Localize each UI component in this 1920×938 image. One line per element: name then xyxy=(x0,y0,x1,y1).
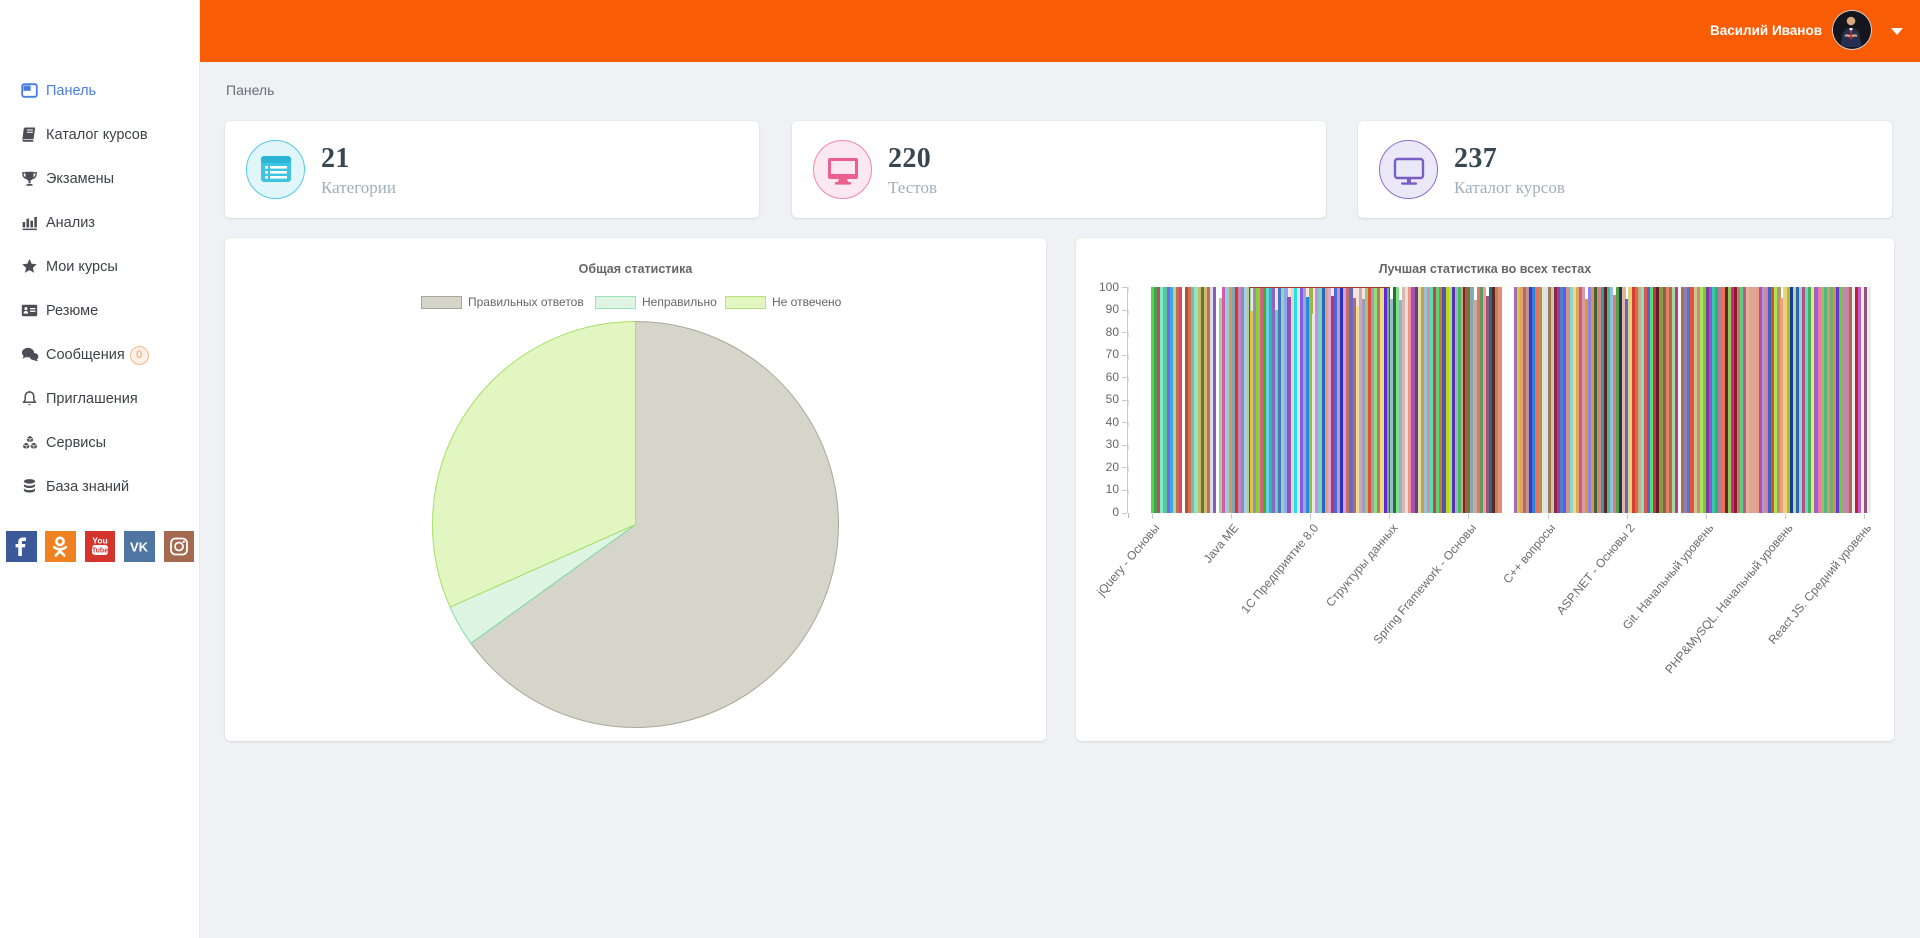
svg-text:Tube: Tube xyxy=(92,548,108,555)
svg-text:VK: VK xyxy=(130,540,149,555)
svg-text:You: You xyxy=(92,536,107,546)
